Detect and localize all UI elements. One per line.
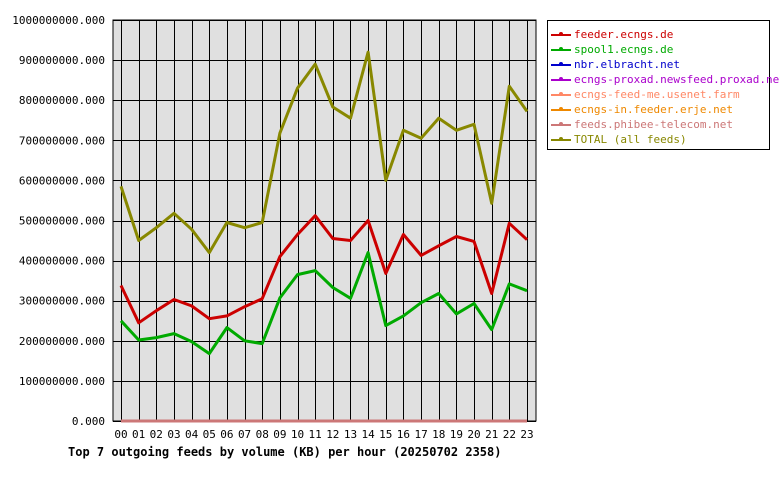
y-tick-label: 400000000.000 <box>19 255 105 268</box>
x-tick-label: 10 <box>291 428 304 441</box>
plot-area <box>112 19 537 422</box>
y-tick-label: 1000000000.000 <box>12 14 105 27</box>
y-tick-label: 700000000.000 <box>19 134 105 147</box>
legend-marker <box>559 62 563 66</box>
series-lines <box>119 50 529 423</box>
series-line <box>119 214 529 325</box>
x-tick-label: 11 <box>309 428 322 441</box>
x-tick-label: 20 <box>467 428 480 441</box>
series-line <box>119 50 529 255</box>
y-tick-label: 500000000.000 <box>19 215 105 228</box>
legend-marker <box>559 122 563 126</box>
x-tick-label: 05 <box>203 428 216 441</box>
x-tick-label: 03 <box>167 428 180 441</box>
legend-label: ecngs-feed-me.usenet.farm <box>574 88 740 101</box>
x-tick-label: 08 <box>256 428 269 441</box>
y-axis-tick-labels: 0.000 100000000.000 200000000.000 300000000… <box>12 14 105 428</box>
x-tick-label: 21 <box>485 428 498 441</box>
legend-marker <box>559 77 563 81</box>
legend-marker <box>559 47 563 51</box>
legend-label: nbr.elbracht.net <box>574 58 680 71</box>
legend: feeder.ecngs.de spool1.ecngs.de nbr.elbrac… <box>547 20 780 150</box>
x-tick-label: 09 <box>273 428 286 441</box>
x-tick-label: 17 <box>414 428 427 441</box>
y-tick-label: 200000000.000 <box>19 335 105 348</box>
legend-item: ecngs-proxad.newsfeed.proxad.net <box>548 72 780 87</box>
y-tick-label: 900000000.000 <box>19 54 105 67</box>
legend-item: feeds.phibee-telecom.net <box>548 117 769 132</box>
legend-item: feeder.ecngs.de <box>548 27 769 42</box>
series-line <box>119 251 528 356</box>
y-tick-label: 800000000.000 <box>19 94 105 107</box>
legend-item: spool1.ecngs.de <box>548 42 769 57</box>
legend-marker <box>559 137 563 141</box>
legend-label: ecngs-in.feeder.erje.net <box>574 103 733 116</box>
plot-background <box>112 19 537 422</box>
legend-marker <box>559 107 563 111</box>
legend-label: feeds.phibee-telecom.net <box>574 118 733 131</box>
y-tick-label: 600000000.000 <box>19 174 105 187</box>
legend-item: nbr.elbracht.net <box>548 57 769 72</box>
x-tick-label: 18 <box>432 428 445 441</box>
y-tick-label: 100000000.000 <box>19 375 105 388</box>
chart-title: Top 7 outgoing feeds by volume (KB) per … <box>68 445 502 459</box>
x-axis-tick-labels: 00 01 02 03 04 05 06 07 08 09 10 11 12 13 14 15 16 17 18 19… <box>114 428 533 441</box>
legend-marker <box>559 92 563 96</box>
x-tick-label: 12 <box>326 428 339 441</box>
x-tick-label: 07 <box>238 428 251 441</box>
x-tick-label: 22 <box>503 428 516 441</box>
legend-label: ecngs-proxad.newsfeed.proxad.net <box>574 73 780 86</box>
legend-label: spool1.ecngs.de <box>574 43 674 56</box>
x-tick-label: 13 <box>344 428 357 441</box>
y-tick-label: 0.000 <box>72 415 105 428</box>
x-tick-label: 06 <box>220 428 233 441</box>
legend-label: feeder.ecngs.de <box>574 28 674 41</box>
legend-item: ecngs-feed-me.usenet.farm <box>548 87 769 102</box>
x-tick-label: 16 <box>397 428 410 441</box>
x-tick-label: 00 <box>114 428 127 441</box>
legend-item: ecngs-in.feeder.erje.net <box>548 102 769 117</box>
legend-marker <box>559 32 563 36</box>
x-tick-label: 15 <box>379 428 392 441</box>
legend-item: TOTAL (all feeds) <box>548 132 769 147</box>
x-tick-label: 02 <box>150 428 163 441</box>
x-tick-label: 04 <box>185 428 199 441</box>
x-tick-label: 01 <box>132 428 145 441</box>
x-tick-label: 23 <box>520 428 533 441</box>
y-tick-label: 300000000.000 <box>19 295 105 308</box>
x-tick-label: 19 <box>450 428 463 441</box>
legend-label: TOTAL (all feeds) <box>574 133 687 146</box>
x-tick-label: 14 <box>362 428 376 441</box>
